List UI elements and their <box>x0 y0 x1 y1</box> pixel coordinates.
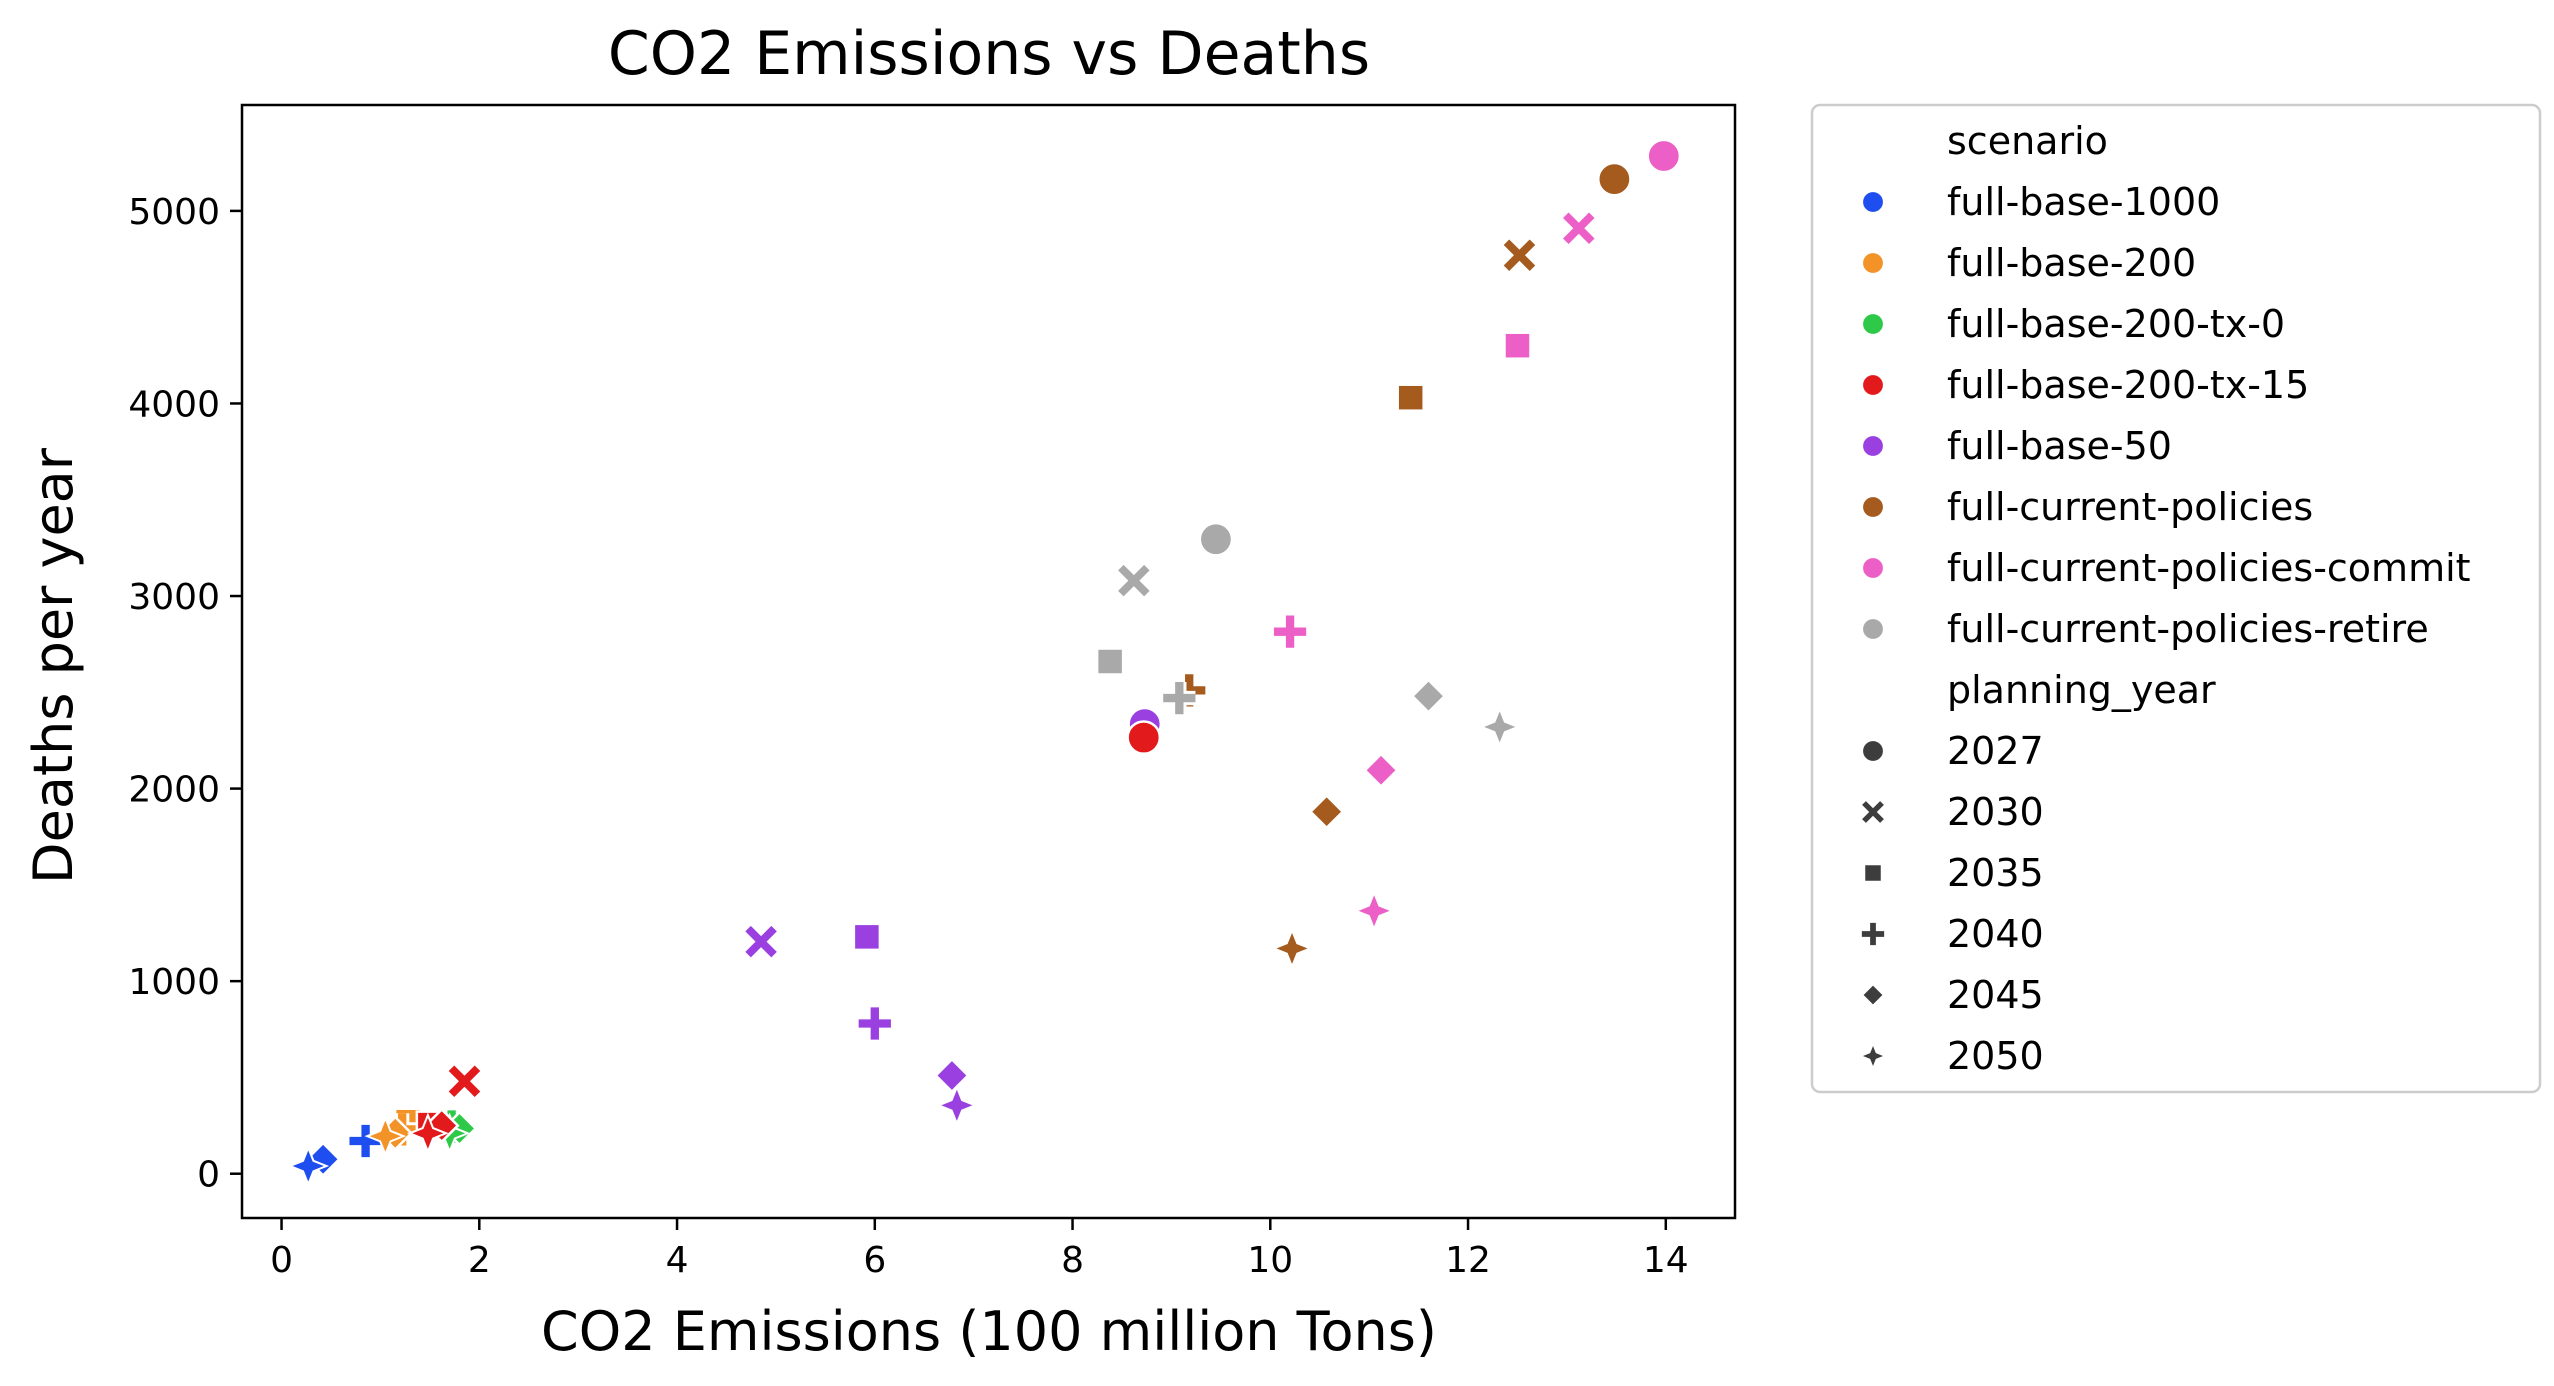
data-point-full-current-policies-retire-2040 <box>1163 681 1196 715</box>
legend-title-scenario: scenario <box>1947 119 2108 163</box>
legend-label-full-current-policies: full-current-policies <box>1947 485 2313 529</box>
x-tick-label: 10 <box>1247 1240 1293 1281</box>
legend-marker-full-current-policies <box>1860 494 1886 520</box>
data-point-full-base-1000-2040 <box>349 1124 382 1158</box>
data-point-full-current-policies-retire-2027 <box>1198 521 1234 557</box>
legend-label-2035: 2035 <box>1947 851 2044 895</box>
legend-label-full-base-200-tx-0: full-base-200-tx-0 <box>1947 302 2285 346</box>
legend-box <box>1810 103 2542 1094</box>
data-point-full-current-policies-retire-2030 <box>1116 562 1152 599</box>
legend-marker-2050 <box>1857 1040 1889 1072</box>
data-point-full-base-200-tx-15-2027 <box>1126 720 1162 755</box>
legend-label-full-current-policies-retire: full-current-policies-retire <box>1947 607 2429 651</box>
data-point-full-base-50-2050 <box>935 1084 978 1127</box>
data-point-full-base-50-2035 <box>852 922 882 952</box>
data-point-full-base-200-2050 <box>364 1115 407 1158</box>
x-tick-label: 8 <box>1061 1240 1084 1281</box>
legend-label-2050: 2050 <box>1947 1034 2044 1078</box>
legend-marker-full-base-200-tx-15 <box>1860 372 1886 398</box>
y-tick-label: 1000 <box>128 962 220 1003</box>
data-point-full-current-policies-2030 <box>1501 237 1538 273</box>
x-tick-label: 6 <box>863 1240 886 1281</box>
data-point-full-base-50-2030 <box>743 923 779 960</box>
legend-marker-2035 <box>1862 862 1884 884</box>
y-axis-label: Deaths per year <box>22 447 85 884</box>
legend-marker-full-base-200-tx-0 <box>1860 311 1886 337</box>
legend-label-2027: 2027 <box>1947 729 2044 773</box>
data-point-full-current-policies-2035 <box>1396 383 1425 412</box>
y-tick-label: 3000 <box>128 577 220 618</box>
legend-label-full-current-policies-commit: full-current-policies-commit <box>1947 546 2471 590</box>
legend-marker-full-base-1000 <box>1860 189 1886 215</box>
plot-area <box>287 138 1682 1187</box>
legend-marker-2030 <box>1860 799 1886 825</box>
data-point-full-base-50-2040 <box>858 1007 891 1040</box>
y-tick-label: 5000 <box>128 192 220 233</box>
data-point-full-current-policies-2027 <box>1597 161 1632 197</box>
y-tick-label: 0 <box>197 1155 220 1196</box>
x-tick-label: 2 <box>468 1240 491 1281</box>
axes: 0 2 4 6 8 10 12 14 0 1000 2000 3000 4000 5000 <box>128 103 1737 1281</box>
legend: scenario full-base-1000 full-base-200 full-… <box>1810 103 2542 1094</box>
data-point-full-current-policies-commit-2045 <box>1363 752 1399 789</box>
y-tick-label: 4000 <box>128 384 220 425</box>
x-tick-label: 12 <box>1445 1240 1491 1281</box>
legend-label-full-base-1000: full-base-1000 <box>1947 180 2220 224</box>
data-point-full-current-policies-retire-2035 <box>1095 647 1125 676</box>
legend-label-full-base-200: full-base-200 <box>1947 241 2196 285</box>
data-point-full-current-policies-retire-2045 <box>1410 678 1447 715</box>
y-tick-label: 2000 <box>128 770 220 811</box>
plot-frame <box>240 103 1737 1220</box>
data-point-full-current-policies-commit-2030 <box>1560 210 1597 247</box>
legend-label-full-base-50: full-base-50 <box>1947 424 2172 468</box>
legend-marker-2027 <box>1860 738 1886 764</box>
data-point-full-current-policies-commit-2050 <box>1353 889 1396 932</box>
data-point-full-current-policies-commit-2040 <box>1273 615 1307 648</box>
legend-marker-full-current-policies-commit <box>1860 555 1886 581</box>
x-axis-label: CO2 Emissions (100 million Tons) <box>541 1300 1437 1363</box>
legend-label-2030: 2030 <box>1947 790 2044 834</box>
legend-marker-full-current-policies-retire <box>1860 616 1886 642</box>
data-point-full-current-policies-2045 <box>1308 793 1345 830</box>
data-point-full-base-1000-2050 <box>287 1145 330 1187</box>
x-tick-label: 0 <box>270 1240 293 1281</box>
data-point-full-base-200-tx-15-2050 <box>406 1112 449 1155</box>
data-point-full-base-1000-2045 <box>305 1141 341 1178</box>
chart-title: CO2 Emissions vs Deaths <box>608 19 1370 89</box>
legend-marker-full-base-200 <box>1860 250 1886 276</box>
x-tick-label: 14 <box>1643 1240 1689 1281</box>
legend-marker-2040 <box>1861 922 1885 946</box>
legend-label-2045: 2045 <box>1947 973 2044 1017</box>
data-point-full-current-policies-retire-2050 <box>1478 706 1521 748</box>
data-point-full-base-200-tx-15-2030 <box>446 1063 483 1100</box>
legend-title-planning-year: planning_year <box>1947 668 2216 712</box>
legend-label-full-base-200-tx-15: full-base-200-tx-15 <box>1947 363 2309 407</box>
x-tick-label: 4 <box>666 1240 689 1281</box>
data-point-full-current-policies-2050 <box>1271 927 1313 970</box>
legend-label-2040: 2040 <box>1947 912 2044 956</box>
data-point-full-base-50-2045 <box>934 1057 970 1094</box>
legend-marker-2045 <box>1860 982 1886 1008</box>
data-point-full-current-policies-commit-2027 <box>1646 138 1682 174</box>
data-point-full-current-policies-commit-2035 <box>1503 331 1532 360</box>
legend-marker-full-base-50 <box>1860 433 1886 459</box>
